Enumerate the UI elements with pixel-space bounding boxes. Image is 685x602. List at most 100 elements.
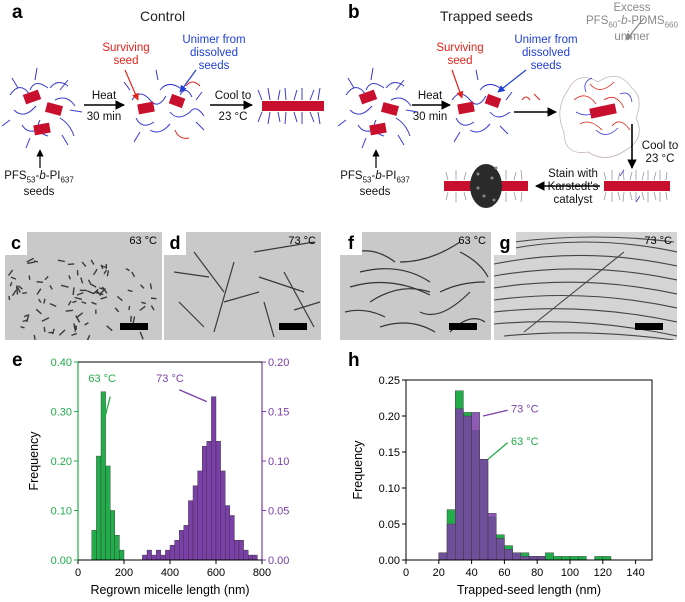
micelle-rod xyxy=(67,263,75,266)
histogram-bar xyxy=(577,556,587,561)
scale-bar-g xyxy=(635,323,663,330)
micelle-rod xyxy=(58,329,66,336)
histogram-bar xyxy=(234,539,240,561)
panel-label-c: c xyxy=(5,232,27,255)
micelle-rod xyxy=(139,331,144,340)
micelle-rod xyxy=(141,301,146,305)
micelle-rod xyxy=(67,300,72,306)
annotation-arrow-73 xyxy=(178,389,208,403)
micrograph-g-texture xyxy=(494,236,677,340)
micelle-rod xyxy=(127,289,133,293)
scale-bar-d xyxy=(279,323,307,330)
unimer-label-b: Unimer from dissolved seeds xyxy=(514,34,578,72)
chart-e: 0 200 400 600 8000.000.100.200.300.400.000.0… xyxy=(27,357,289,597)
panel-label-e: e xyxy=(12,350,23,371)
unimer-arrow-b xyxy=(497,69,527,93)
histogram-bar xyxy=(174,539,180,561)
y-tick-label-right: 0.10 xyxy=(268,456,289,468)
annotation-arrow-63 xyxy=(104,396,111,417)
y-tick-label: 0.00 xyxy=(379,555,400,567)
trapped-seed-core xyxy=(589,103,617,119)
panel-label-f: f xyxy=(340,232,362,255)
micelle-rod xyxy=(76,312,84,319)
histogram-bar xyxy=(114,535,120,561)
histogram-bar xyxy=(109,510,115,561)
micelle-rod xyxy=(23,314,29,318)
micelle-rod xyxy=(76,291,84,296)
micelle-rod xyxy=(22,291,27,294)
panel-label-a: a xyxy=(12,2,23,23)
histogram-bar xyxy=(594,556,604,561)
micelle-rod xyxy=(116,295,123,302)
micelle-rod xyxy=(57,259,65,263)
panel-label-g: g xyxy=(494,232,516,255)
long-micelle-b xyxy=(603,169,668,203)
x-axis-label: Trapped-seed length (nm) xyxy=(457,583,601,597)
x-tick-label: 100 xyxy=(561,567,579,579)
histogram-bar xyxy=(165,549,171,561)
surviving-seed-label-b: Surviving seed xyxy=(436,42,484,67)
micelle-rod xyxy=(74,296,83,300)
histogram-bar xyxy=(446,523,456,561)
unimer-arrow-a xyxy=(179,69,197,93)
x-tick-label: 0 xyxy=(403,567,409,579)
histogram-bar xyxy=(169,544,175,561)
scale-bar-f xyxy=(449,323,477,330)
chart-h: 0 20 40 60 80 100 120 140 0.00 0.05 0.10 0.15 0.20 0.… xyxy=(351,375,653,597)
histogram-bar xyxy=(96,455,102,561)
annotation-arrow-73 xyxy=(482,409,508,417)
micelle-rod xyxy=(49,285,53,290)
micelle-rod xyxy=(71,332,78,337)
x-tick-label: 600 xyxy=(207,567,225,579)
histogram-bar xyxy=(487,512,497,561)
micelle-rod xyxy=(99,287,104,290)
micelle-rod xyxy=(20,326,25,329)
micelle-rod xyxy=(7,269,14,276)
histogram-bar xyxy=(471,412,481,561)
micelle-rod xyxy=(106,270,110,277)
micelle-rod xyxy=(128,305,131,311)
micelle-rod xyxy=(43,298,46,304)
micelle-rod xyxy=(65,309,74,312)
dissolved-cluster-b xyxy=(451,69,513,143)
plot-frame xyxy=(405,379,653,561)
panel-title-control: Control xyxy=(140,8,186,24)
micelle-rod xyxy=(132,316,136,325)
temp-label-d: 73 °C xyxy=(288,235,316,247)
micelle-rod xyxy=(100,296,108,300)
temp-label-g: 73 °C xyxy=(644,235,672,247)
seed-core xyxy=(380,102,400,116)
histogram-bar xyxy=(155,549,161,561)
y-tick-label-left: 0.30 xyxy=(51,407,72,419)
histogram-bar xyxy=(536,556,546,561)
y-tick-label: 0.05 xyxy=(379,519,400,531)
histogram-bar xyxy=(520,556,530,561)
micelle-rod xyxy=(130,315,132,323)
y-tick-label: 0.15 xyxy=(379,447,400,459)
histogram-bar xyxy=(224,505,230,561)
micelle-rod xyxy=(139,305,146,312)
micelle-rod xyxy=(100,265,106,268)
seed-core xyxy=(457,101,475,115)
seed-polymer-label-b: PFS53-b-PI637 seeds xyxy=(340,170,410,199)
stained-region xyxy=(470,164,502,208)
micelle-rod xyxy=(139,284,145,289)
seed-polymer-label-a: PFS53-b-PI637 seeds xyxy=(4,170,74,199)
heat-label-a: Heat 30 min xyxy=(86,90,122,123)
x-tick-label: 800 xyxy=(253,567,271,579)
micelle-rod xyxy=(75,315,81,323)
micelle-rod xyxy=(44,275,49,281)
histogram-bar xyxy=(238,539,244,561)
micrograph-d: d 73 °C xyxy=(164,232,321,340)
trapped-seed-cluster xyxy=(559,75,640,158)
histogram-bar xyxy=(438,552,448,561)
micelle-rod xyxy=(27,261,36,265)
x-tick-label: 140 xyxy=(626,567,644,579)
x-tick-label: 0 xyxy=(75,567,81,579)
panel-label-b: b xyxy=(348,2,360,23)
micelle-rod xyxy=(49,303,57,308)
histogram-bar xyxy=(151,554,157,561)
series-label-63: 63 °C xyxy=(511,436,539,448)
micelle-rod xyxy=(150,297,157,300)
micelle-rod xyxy=(131,271,136,278)
